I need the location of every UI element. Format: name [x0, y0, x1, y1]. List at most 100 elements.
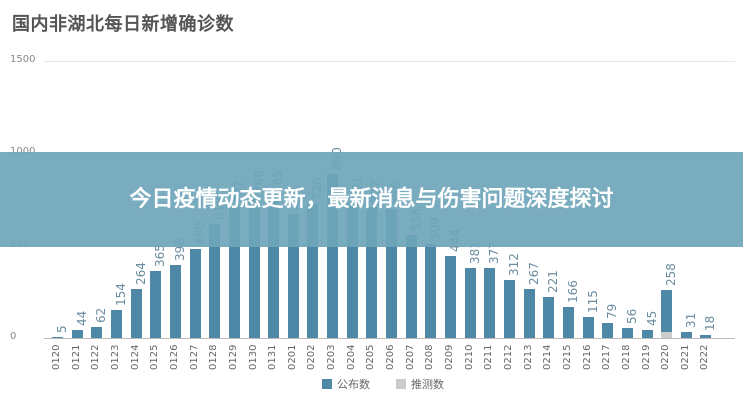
x-tick-label: 0202 [306, 344, 318, 370]
gridline-1500 [44, 61, 735, 62]
bar-value-label: 154 [113, 282, 128, 306]
bar-published[interactable] [661, 290, 673, 333]
x-tick-label: 0120 [51, 344, 62, 370]
x-tick-label: 0222 [699, 344, 711, 370]
bar-published[interactable] [582, 316, 594, 338]
bar-published[interactable] [405, 234, 417, 338]
x-tick-label: 0209 [444, 344, 455, 370]
bar-published[interactable] [621, 327, 633, 338]
bar-published[interactable] [130, 289, 142, 338]
x-tick-label: 0215 [561, 344, 573, 370]
bar-published[interactable] [366, 207, 378, 338]
bar-published[interactable] [110, 309, 122, 338]
bar-value-label: 62 [94, 307, 109, 323]
x-tick-label: 0122 [90, 344, 102, 370]
bar-published[interactable] [209, 223, 221, 338]
x-tick-label: 0203 [326, 344, 338, 370]
bar-value-label: 45 [644, 310, 659, 326]
bar-value-label: 79 [605, 304, 620, 320]
x-tick-label: 0123 [109, 344, 121, 370]
bar-published[interactable] [228, 207, 240, 338]
bar-published[interactable] [445, 256, 456, 338]
bar-published[interactable] [169, 264, 181, 338]
x-tick-label: 0125 [149, 344, 161, 370]
bar-published[interactable] [346, 203, 358, 338]
bar-published[interactable] [425, 244, 437, 338]
bar-value-label: 221 [546, 270, 561, 294]
y-tick-1500: 1500 [10, 54, 36, 65]
x-tick-label: 0219 [640, 344, 652, 370]
x-tick-label: 0217 [601, 344, 613, 370]
bar-value-label: 115 [585, 289, 600, 313]
x-tick-label: 0221 [679, 344, 691, 370]
bar-value-label: 5 [55, 325, 69, 333]
x-tick-label: 0218 [620, 344, 632, 370]
bar-published[interactable] [327, 173, 339, 338]
bar-published[interactable] [287, 214, 299, 338]
x-tick-label: 0210 [463, 344, 475, 370]
bar-published[interactable] [543, 297, 555, 338]
y-tick-0: 0 [10, 331, 17, 342]
x-tick-label: 0205 [365, 344, 377, 370]
bar-published[interactable] [307, 203, 319, 338]
x-tick-label: 0212 [502, 344, 514, 370]
chart-legend: 公布数 推测数 [322, 376, 444, 392]
x-tick-label: 0131 [267, 344, 279, 370]
bar-value-label: 365 [153, 243, 168, 267]
chart-title: 国内非湖北每日新增确诊数 [12, 14, 234, 35]
x-tick-label: 0127 [188, 344, 200, 370]
y-tick-1000: 1000 [10, 146, 40, 157]
x-tick-label: 0124 [129, 344, 141, 370]
x-tick-label: 0126 [168, 344, 180, 370]
bar-published[interactable] [52, 337, 63, 338]
bar-published[interactable] [91, 326, 103, 338]
legend-swatch-published [322, 379, 332, 389]
bar-published[interactable] [268, 196, 280, 338]
bar-published[interactable] [71, 329, 83, 338]
x-tick-label: 0211 [483, 344, 495, 370]
x-tick-label: 0208 [424, 344, 436, 370]
x-tick-label: 0128 [208, 344, 220, 370]
x-tick-label: 0220 [660, 344, 672, 370]
bar-published[interactable] [602, 323, 614, 338]
bar-published[interactable] [150, 270, 162, 338]
bar-value-label: 258 [664, 263, 679, 287]
x-tick-label: 0129 [227, 344, 239, 370]
legend-label-estimated: 推测数 [411, 378, 444, 391]
bar-published[interactable] [189, 249, 201, 338]
x-tick-label: 0121 [70, 344, 82, 370]
bar-value-label: 166 [565, 280, 580, 304]
bar-published[interactable] [248, 196, 260, 338]
bar-published[interactable] [700, 334, 712, 338]
bar-value-label: 56 [624, 308, 639, 324]
bar-published[interactable] [641, 329, 653, 338]
legend-label-published: 公布数 [337, 378, 370, 391]
x-tick-label: 0207 [404, 344, 416, 370]
headline-text: 今日疫情动态更新，最新消息与伤害问题深度探讨 [129, 186, 614, 212]
legend-item-estimated[interactable]: 推测数 [396, 376, 444, 392]
bar-published[interactable] [386, 209, 398, 338]
bar-value-label: 44 [74, 310, 89, 326]
x-tick-label: 0216 [581, 344, 593, 370]
bar-published[interactable] [523, 288, 535, 338]
x-tick-label: 0130 [247, 344, 259, 370]
bar-published[interactable] [503, 280, 515, 338]
bar-published[interactable] [484, 268, 496, 338]
x-axis-line [44, 338, 735, 339]
bar-estimated [661, 332, 673, 338]
bar-value-label: 264 [133, 262, 148, 286]
bar-value-label: 18 [703, 315, 718, 331]
bar-published[interactable] [680, 332, 692, 338]
bar-published[interactable] [464, 267, 476, 338]
legend-item-published[interactable]: 公布数 [322, 376, 370, 392]
x-tick-label: 0214 [542, 344, 554, 370]
x-tick-label: 0213 [522, 344, 534, 370]
legend-swatch-estimated [396, 379, 406, 389]
bar-value-label: 267 [526, 261, 541, 285]
x-tick-label: 0204 [345, 344, 357, 370]
bar-published[interactable] [562, 307, 574, 338]
bar-value-label: 312 [506, 253, 521, 277]
x-tick-label: 0201 [286, 344, 298, 370]
headline-banner: 今日疫情动态更新，最新消息与伤害问题深度探讨 [0, 152, 743, 247]
